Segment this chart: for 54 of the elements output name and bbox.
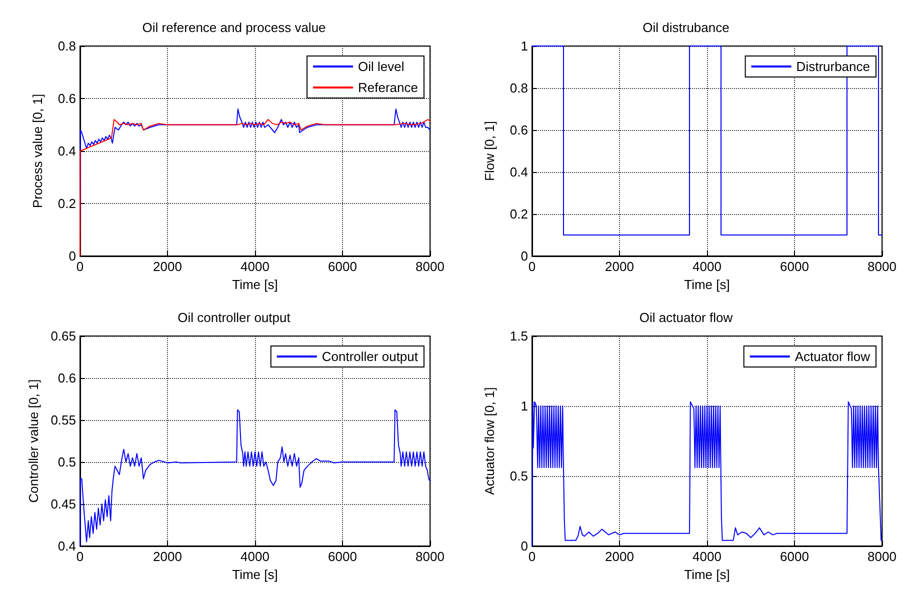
y-tick-label: 0.6 [58, 370, 76, 386]
y-tick-label: 0.6 [58, 91, 76, 106]
y-tick-label: 0.5 [58, 454, 76, 470]
y-tick-label: 0.8 [58, 38, 76, 54]
y-tick-label: 1 [520, 38, 528, 54]
y-axis-title: Controller value [0, 1] [26, 379, 41, 503]
y-tick-label: 1.5 [510, 328, 528, 344]
y-tick-label: 0.2 [58, 196, 76, 211]
chart-title: Oil actuator flow [639, 310, 734, 325]
y-tick-label: 0.5 [510, 468, 528, 484]
x-tick-label: 4000 [240, 549, 270, 564]
x-axis-title: Time [s] [684, 566, 730, 582]
x-tick-label: 6000 [328, 259, 357, 274]
y-tick-label: 0.55 [50, 412, 76, 428]
chart-title: Oil distrubance [642, 20, 730, 35]
y-axis-title: Actuator flow [0, 1] [482, 387, 497, 495]
x-tick-label: 2000 [153, 549, 182, 564]
y-tick-label: 0 [520, 538, 528, 554]
x-tick-label: 4000 [692, 259, 722, 274]
x-tick-label: 8000 [868, 549, 896, 564]
legend-label: Actuator flow [794, 349, 871, 364]
y-tick-label: 0.6 [510, 122, 528, 138]
x-axis-title: Time [s] [232, 566, 278, 582]
x-tick-label: 6000 [328, 549, 357, 564]
x-tick-label: 8000 [416, 259, 444, 274]
x-axis-title: Time [s] [232, 276, 278, 292]
y-tick-label: 0.4 [58, 538, 76, 554]
y-tick-label: 0 [68, 248, 76, 264]
y-tick-label: 0.4 [510, 164, 528, 180]
y-tick-label: 0.8 [510, 80, 528, 96]
y-tick-label: 0 [520, 248, 528, 264]
x-tick-label: 4000 [240, 259, 270, 274]
chart-title: Oil reference and process value [142, 20, 326, 35]
legend-label: Referance [358, 80, 418, 95]
x-tick-label: 8000 [416, 549, 444, 564]
y-axis-title: Process value [0, 1] [30, 94, 45, 208]
legend-label: Distrurbance [796, 59, 870, 74]
legend-label: Oil level [358, 59, 404, 74]
chart-title: Oil controller output [178, 310, 291, 325]
x-tick-label: 4000 [692, 549, 722, 564]
y-axis-title: Flow [0, 1] [482, 121, 497, 181]
y-tick-label: 0.45 [50, 496, 76, 512]
x-tick-label: 2000 [153, 259, 182, 274]
x-tick-label: 2000 [605, 549, 634, 564]
x-tick-label: 8000 [868, 259, 896, 274]
x-axis-title: Time [s] [684, 276, 730, 292]
x-tick-label: 6000 [780, 259, 809, 274]
y-tick-label: 0.4 [58, 144, 76, 158]
legend-label: Controller output [322, 349, 418, 364]
x-tick-label: 6000 [780, 549, 809, 564]
y-tick-label: 0.65 [50, 328, 76, 344]
x-tick-label: 2000 [605, 259, 634, 274]
y-tick-label: 0.2 [510, 206, 528, 222]
y-tick-label: 1 [520, 398, 528, 414]
